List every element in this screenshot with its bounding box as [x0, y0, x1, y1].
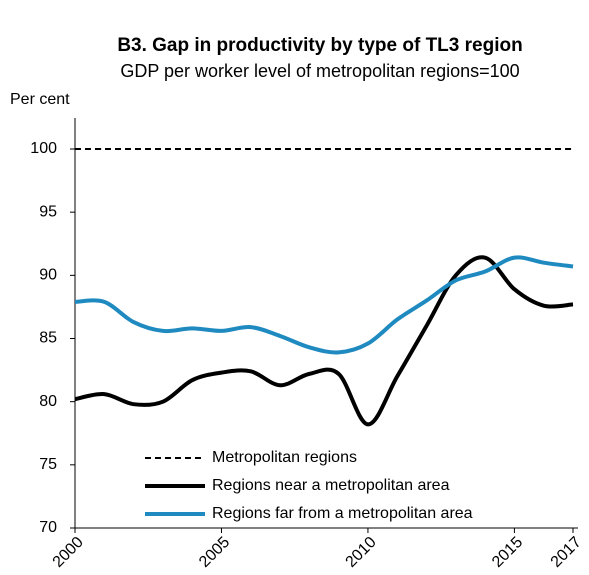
x-tick-label: 2005: [196, 534, 233, 571]
legend-label: Regions near a metropolitan area: [212, 477, 450, 494]
series-line: [74, 255, 574, 427]
x-tick-label: 2015: [489, 534, 526, 571]
chart-title: B3. Gap in productivity by type of TL3 r…: [117, 35, 522, 56]
y-tick-label: 85: [39, 330, 57, 347]
y-tick-label: 70: [39, 519, 57, 536]
series-line: [74, 255, 574, 355]
x-tick-label: 2000: [50, 534, 87, 571]
y-tick-label: 100: [30, 140, 57, 157]
chart-subtitle: GDP per worker level of metropolitan reg…: [120, 61, 519, 81]
x-tick-label: 2017: [548, 534, 585, 571]
legend-label: Metropolitan regions: [212, 449, 357, 466]
y-tick-label: 95: [39, 203, 57, 220]
x-tick-label: 2010: [343, 534, 380, 571]
legend-label: Regions far from a metropolitan area: [212, 505, 473, 522]
y-axis-label: Per cent: [10, 91, 70, 108]
y-tick-label: 75: [39, 456, 57, 473]
y-tick-label: 80: [39, 393, 57, 410]
y-tick-label: 90: [39, 267, 57, 284]
